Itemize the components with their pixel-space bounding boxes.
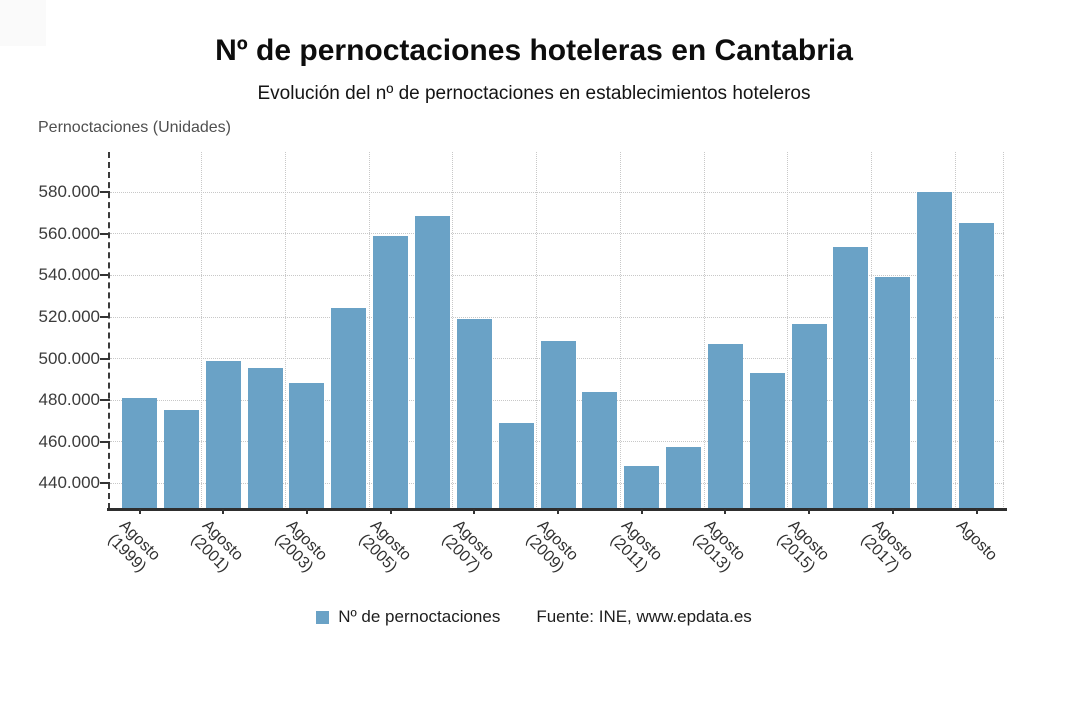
- y-tick: [100, 399, 110, 402]
- bar[interactable]: [247, 367, 283, 509]
- x-tick-label: Agosto (1999): [102, 517, 163, 578]
- x-tick-label: Agosto (2001): [186, 517, 247, 578]
- x-tick: [724, 509, 727, 514]
- y-tick-label: 500.000: [38, 348, 100, 368]
- v-gridline: [787, 152, 789, 509]
- y-tick-label: 540.000: [38, 265, 100, 285]
- x-tick-label: Agosto (2007): [437, 517, 498, 578]
- y-tick-label: 580.000: [38, 182, 100, 202]
- y-tick-label: 440.000: [38, 473, 100, 493]
- v-gridline: [368, 152, 370, 509]
- y-tick-label: 480.000: [38, 390, 100, 410]
- plot-area: 440.000 460.000 480.000 500.000 520.000 540.0…: [39, 152, 1007, 576]
- x-tick: [138, 509, 141, 514]
- h-gridline: [110, 191, 1004, 193]
- source-text: Fuente: INE, www.epdata.es: [536, 607, 752, 626]
- x-tick: [557, 509, 559, 514]
- bar[interactable]: [289, 383, 325, 509]
- bar[interactable]: [163, 410, 199, 509]
- bar[interactable]: [624, 466, 660, 509]
- x-tick-label: Agosto (2017): [855, 517, 916, 578]
- legend-swatch: [316, 610, 330, 624]
- corner-decoration: [0, 0, 46, 46]
- bar[interactable]: [414, 216, 450, 509]
- bar[interactable]: [331, 307, 367, 509]
- bar[interactable]: [749, 373, 785, 509]
- x-tick: [473, 509, 476, 514]
- legend-label: Nº de pernoctaciones: [338, 607, 501, 626]
- v-gridline: [703, 152, 705, 509]
- x-tick-label-line: Agosto: [952, 517, 1000, 565]
- v-gridline: [536, 152, 538, 509]
- y-tick: [100, 232, 110, 235]
- x-tick-label: Agosto (2011): [604, 517, 665, 578]
- bar[interactable]: [205, 360, 241, 509]
- bar[interactable]: [875, 276, 911, 509]
- y-tick: [100, 316, 110, 318]
- x-tick-label: Agosto (2013): [688, 517, 749, 578]
- y-tick: [100, 274, 110, 277]
- bar[interactable]: [122, 397, 157, 509]
- x-tick: [891, 509, 894, 514]
- y-axis-title: Pernoctaciones (Unidades): [38, 119, 231, 136]
- v-gridline: [285, 152, 286, 509]
- x-tick: [389, 509, 392, 514]
- x-tick-label: Agosto (2009): [521, 517, 582, 578]
- bar[interactable]: [456, 319, 492, 509]
- bar[interactable]: [498, 422, 534, 509]
- bar[interactable]: [540, 340, 576, 509]
- bar[interactable]: [666, 446, 702, 509]
- y-tick-label: 520.000: [38, 307, 100, 326]
- h-gridline: [110, 316, 1004, 318]
- bar[interactable]: [917, 192, 953, 509]
- v-gridline: [619, 152, 621, 509]
- x-tick-label: Agosto: [952, 517, 1000, 565]
- bar[interactable]: [582, 391, 618, 509]
- x-tick-label: Agosto (2003): [269, 517, 330, 578]
- x-tick: [808, 509, 811, 514]
- x-tick: [975, 509, 978, 514]
- v-gridline: [452, 152, 454, 509]
- y-tick: [100, 440, 110, 443]
- y-axis-line: [108, 152, 110, 509]
- chart-title: Nº de pernoctaciones hoteleras en Cantab…: [215, 34, 853, 67]
- v-gridline: [870, 152, 872, 509]
- x-tick: [305, 509, 308, 514]
- v-gridline: [954, 152, 956, 509]
- x-tick-label: Agosto (2015): [772, 517, 833, 578]
- v-gridline: [201, 152, 203, 509]
- bar[interactable]: [791, 324, 827, 509]
- v-gridline: [1003, 152, 1004, 509]
- h-gridline: [110, 233, 1004, 235]
- y-tick: [100, 482, 110, 485]
- x-tick-label: Agosto (2005): [353, 517, 414, 578]
- bar[interactable]: [959, 222, 994, 509]
- y-tick: [100, 191, 110, 194]
- x-tick: [222, 509, 225, 514]
- y-tick: [100, 357, 110, 360]
- chart-subtitle: Evolución del nº de pernoctaciones en es…: [257, 83, 811, 104]
- x-tick: [640, 509, 643, 514]
- y-tick-label: 460.000: [38, 431, 100, 451]
- y-tick-label: 560.000: [38, 223, 100, 243]
- bar[interactable]: [373, 236, 409, 509]
- bar[interactable]: [707, 343, 743, 509]
- legend-row: Nº de pernoctaciones Fuente: INE, www.ep…: [0, 604, 1068, 630]
- h-gridline: [110, 274, 1004, 276]
- bar[interactable]: [833, 247, 869, 509]
